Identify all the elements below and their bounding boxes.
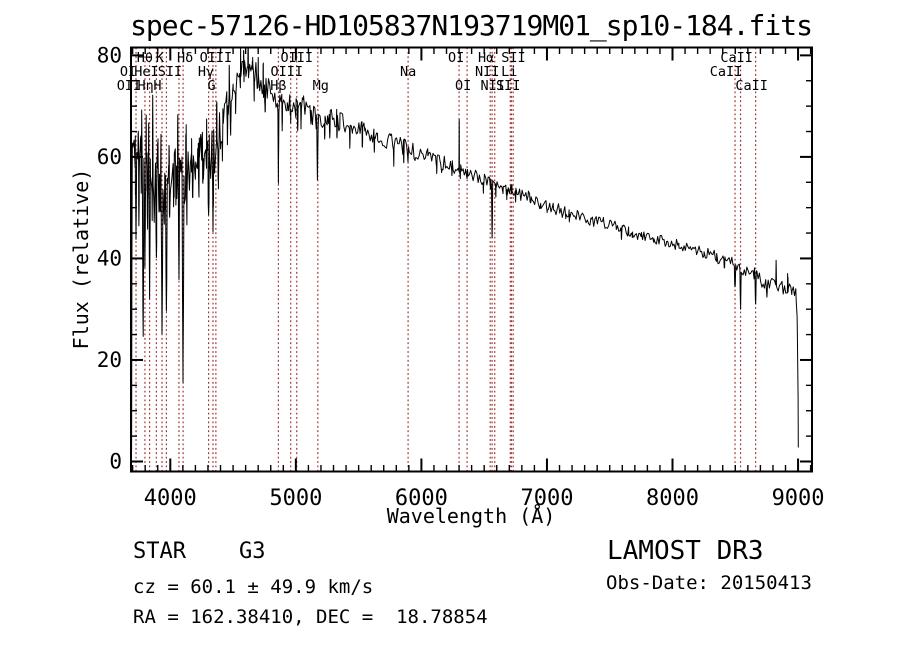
spectral-line-label: SII [496,78,520,94]
x-tick-label: 8000 [646,486,699,511]
y-tick-label: 0 [109,449,122,473]
spectral-line-label: CaII [735,78,768,94]
spectral-line-label: OIII [270,64,303,80]
survey-release-text: LAMOST DR3 [607,536,764,566]
spectral-line-label: Hθ [137,50,153,66]
spectral-line-label: G [208,78,216,94]
spectral-line-label: NII [481,78,505,94]
spectral-line-label: OII [117,78,141,94]
plot-title: spec-57126-HD105837N193719M01_sp10-184.f… [130,9,813,42]
x-tick-label: 9000 [772,486,825,511]
spectral-line-label: K [156,50,165,66]
spectral-line-label: Mg [313,78,329,94]
spectral-line-label: Hη [137,78,153,94]
spectral-line-label: NII [475,64,499,80]
spectral-line-label: CaII [710,64,743,80]
spectral-line-label: OIII [200,50,233,66]
spectral-line-label: CaII [720,50,753,66]
object-class-text: STAR G3 [133,539,266,564]
ra-dec-text: RA = 162.38410, DEC = 18.78854 [133,606,488,628]
x-tick-label: 7000 [520,486,573,511]
spectral-line-label: HeI [134,64,158,80]
spectral-line-label: OI [448,50,464,66]
spectral-line-label: OI [455,78,471,94]
spectral-line-label: H [153,78,161,94]
spectral-line-label: OI [120,64,136,80]
y-tick-label: 80 [97,43,122,67]
y-tick-label: 20 [97,348,122,372]
y-tick-label: 60 [97,145,122,169]
spectral-line-label: Hγ [198,64,214,80]
x-tick-label: 5000 [269,486,322,511]
y-tick-label: 40 [97,246,122,270]
spectral-line-label: SII [501,50,525,66]
spectral-line-label: SII [158,64,182,80]
plot-frame [130,46,813,473]
spectrum-trace [131,48,799,451]
spectral-line-label: Hδ [177,50,193,66]
spectral-line-label: Hα [478,50,494,66]
spectral-line-label: OIII [280,50,313,66]
x-tick-label: 6000 [395,486,448,511]
x-axis-title: Wavelength (Å) [386,504,556,528]
spectral-line-label: Hβ [270,78,286,94]
redshift-velocity-text: cz = 60.1 ± 49.9 km/s [133,576,374,598]
spectral-line-label: Li [501,64,517,80]
spectral-line-label: Na [400,64,416,80]
y-axis-title: Flux (relative) [69,168,93,350]
obs-date-text: Obs-Date: 20150413 [606,572,812,594]
x-tick-label: 4000 [144,486,197,511]
